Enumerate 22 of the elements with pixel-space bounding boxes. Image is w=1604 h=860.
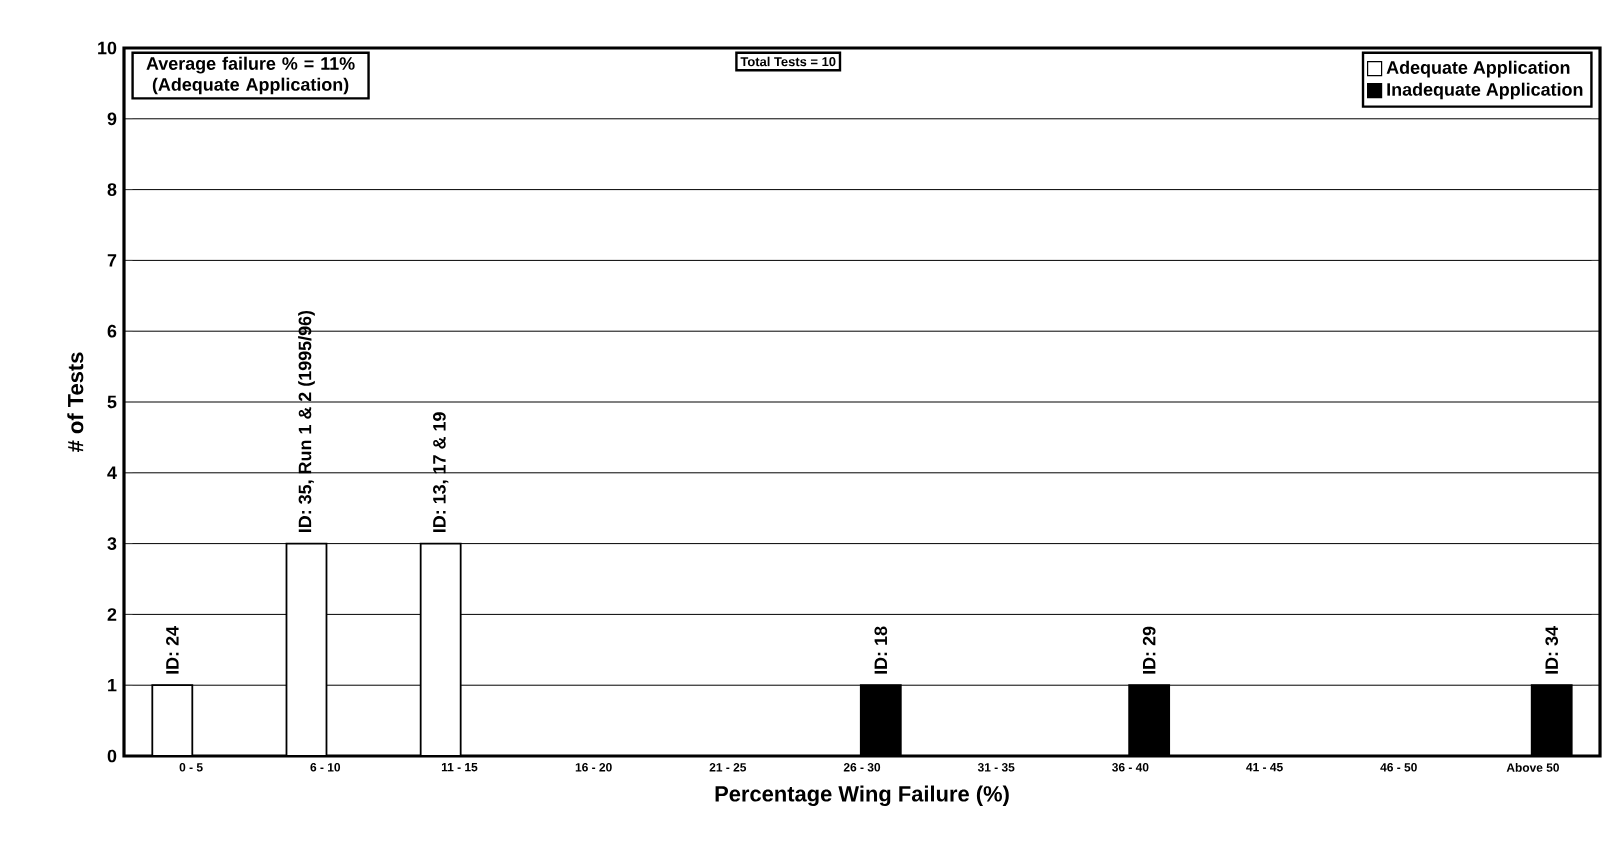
x-axis-title: Percentage Wing Failure (%) — [715, 785, 1009, 807]
legend-label: Inadequate Application — [1387, 82, 1583, 100]
y-tick-label: 9 — [107, 112, 117, 126]
annotation: ID: 29 — [1142, 626, 1156, 674]
y-tick-label: 5 — [107, 395, 117, 409]
legend-label: Adequate Application — [1386, 60, 1570, 78]
annotation: ID: 35, Run 1 & 2 (1995/96) — [298, 310, 315, 533]
y-tick-label: 10 — [98, 41, 117, 55]
y-tick-label: 1 — [108, 679, 117, 692]
y-tick-label: 4 — [107, 466, 117, 479]
y-tick-label: 8 — [107, 183, 117, 196]
y-tick-label: 0 — [107, 749, 117, 763]
annotation: ID: 34 — [1545, 626, 1559, 674]
annotation: Average failure % = 11% (Adequate Application) — [146, 56, 355, 95]
annotation: ID: 13, 17 & 19 — [433, 412, 449, 533]
y-tick-label: 6 — [107, 324, 117, 338]
annotation: ID: 24 — [166, 626, 179, 674]
annotation: ID: 18 — [874, 626, 888, 674]
y-tick-label: 3 — [107, 537, 117, 550]
y-tick-label: 7 — [107, 254, 117, 267]
y-axis-title: # of Tests — [67, 352, 84, 452]
y-tick-label: 2 — [107, 608, 117, 621]
